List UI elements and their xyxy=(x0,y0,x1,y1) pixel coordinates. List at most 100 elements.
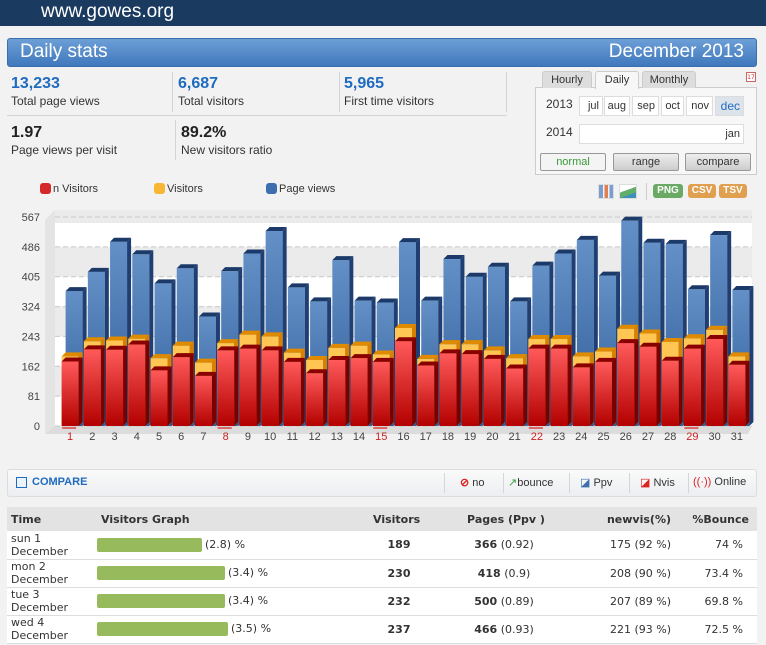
mode-range-button[interactable]: range xyxy=(613,153,679,171)
bar-new-visitors xyxy=(261,346,283,426)
pages-value: 418 xyxy=(477,566,501,580)
x-tick-label: 20 xyxy=(486,431,498,443)
cell-newvis: 207 (89 %) xyxy=(579,587,679,616)
area-chart-icon[interactable] xyxy=(619,184,637,199)
legend-visitors[interactable]: Visitors xyxy=(154,183,203,195)
bar-visitors-top xyxy=(372,350,394,355)
bar-new-visitors-side xyxy=(478,350,483,426)
visitors-pct: (3.4) % xyxy=(228,594,269,607)
col-pages[interactable]: Pages (Ppv ) xyxy=(429,507,579,531)
month-jan[interactable]: jan xyxy=(579,124,744,144)
bar-new-visitors-side xyxy=(434,361,439,426)
month-nov[interactable]: nov xyxy=(686,96,713,116)
col-bounce[interactable]: %Bounce xyxy=(679,507,757,531)
bar-page-views-side xyxy=(749,285,754,426)
visitors-pct: (3.4) % xyxy=(228,566,269,579)
legend-swatch xyxy=(40,183,51,194)
mode-normal-button[interactable]: normal xyxy=(540,153,606,171)
table-row[interactable]: sun 1 December (2.8) % 189 366 (0.92) 175 (9… xyxy=(7,531,757,560)
bar-page-views-top xyxy=(243,249,265,254)
tab-monthly[interactable]: Monthly xyxy=(642,71,696,88)
cell-visitors: 232 xyxy=(369,587,429,616)
bar-new-visitors-face xyxy=(528,348,546,426)
x-tick-label: 19 xyxy=(464,431,476,443)
bar-new-visitors-side xyxy=(189,353,194,426)
bar-new-visitors-side xyxy=(345,356,350,426)
bar-new-visitors-top xyxy=(461,350,483,355)
visitors-graph-bar xyxy=(97,594,225,608)
bar-visitors-top xyxy=(639,329,661,334)
compare-link[interactable]: COMPARE xyxy=(32,476,88,488)
col-newvis[interactable]: newvis(%) xyxy=(579,507,679,531)
month-dec[interactable]: dec xyxy=(715,96,744,116)
bar-new-visitors-face xyxy=(506,368,524,426)
bar-chart-icon[interactable] xyxy=(598,184,614,199)
cell-visitors: 237 xyxy=(369,615,429,644)
calendar-icon[interactable]: 17 xyxy=(746,72,756,82)
bar-new-visitors-face xyxy=(83,349,101,426)
bar-new-visitors xyxy=(528,344,550,426)
bar-new-visitors-top xyxy=(417,361,439,366)
divider xyxy=(629,473,630,493)
col-visitors[interactable]: Visitors xyxy=(369,507,429,531)
compare-nvis-button[interactable]: ◪ Nvis xyxy=(640,476,675,489)
bar-new-visitors-side xyxy=(123,345,128,426)
mode-compare-button[interactable]: compare xyxy=(685,153,751,171)
x-tick-label: 31 xyxy=(731,431,743,443)
legend-new-visitors[interactable]: n Visitors xyxy=(40,183,98,195)
col-time[interactable]: Time xyxy=(7,507,97,531)
legend-swatch xyxy=(266,183,277,194)
compare-bounce-button[interactable]: ↗bounce xyxy=(508,476,553,489)
export-png-button[interactable]: PNG xyxy=(653,184,683,198)
compare-no-button[interactable]: ⊘ no xyxy=(460,476,485,489)
x-tick-label: 24 xyxy=(575,431,587,443)
table-row[interactable]: tue 3 December (3.4) % 232 500 (0.89) 207 (8… xyxy=(7,587,757,616)
visitors-graph-bar xyxy=(97,622,228,636)
export-csv-button[interactable]: CSV xyxy=(688,184,716,198)
x-tick-label: 12 xyxy=(308,431,320,443)
bar-page-views-top xyxy=(443,255,465,260)
cell-time: mon 2 December xyxy=(7,559,97,588)
bar-new-visitors xyxy=(194,371,216,426)
y-tick-label: 243 xyxy=(22,331,40,343)
legend-page-views[interactable]: Page views xyxy=(266,183,335,195)
bar-page-views-top xyxy=(176,264,198,269)
month-jul[interactable]: jul xyxy=(579,96,603,116)
compare-ppv-button[interactable]: ◪ Ppv xyxy=(580,476,612,489)
bar-new-visitors-top xyxy=(595,357,617,362)
month-oct[interactable]: oct xyxy=(661,96,684,116)
bar-new-visitors-face xyxy=(728,364,746,426)
cell-visitors: 189 xyxy=(369,531,429,560)
button-label: bounce xyxy=(517,477,554,489)
bar-new-visitors-top xyxy=(683,344,705,349)
export-tsv-button[interactable]: TSV xyxy=(719,184,747,198)
month-sep[interactable]: sep xyxy=(632,96,659,116)
cell-bounce: 69.8 % xyxy=(679,587,757,616)
tab-hourly[interactable]: Hourly xyxy=(542,71,592,88)
compare-online-button[interactable]: ((·)) Online xyxy=(693,476,746,488)
bar-new-visitors-side xyxy=(656,342,661,426)
bar-page-views-top xyxy=(376,298,398,303)
bar-new-visitors-side xyxy=(545,344,550,426)
bar-new-visitors-side xyxy=(723,335,728,426)
table-row[interactable]: wed 4 December (3.5) % 237 466 (0.93) 221 (9… xyxy=(7,615,757,644)
cell-visitors: 230 xyxy=(369,559,429,588)
bar-page-views-top xyxy=(154,279,176,284)
divider xyxy=(339,72,340,112)
online-broadcast-icon: ((·)) xyxy=(693,476,712,488)
bar-new-visitors-side xyxy=(589,363,594,426)
bar-visitors-top xyxy=(528,335,550,340)
bar-new-visitors-face xyxy=(261,350,279,426)
bar-new-visitors-face xyxy=(706,339,724,426)
legend-label: n Visitors xyxy=(53,183,99,195)
month-aug[interactable]: aug xyxy=(604,96,630,116)
bar-page-views-top xyxy=(399,238,420,243)
table-row[interactable]: mon 2 December (3.4) % 230 418 (0.9) 208 (90… xyxy=(7,559,757,588)
site-name[interactable]: www.gowes.org xyxy=(41,1,175,22)
bar-new-visitors xyxy=(483,354,505,426)
bar-new-visitors xyxy=(372,357,394,426)
bar-new-visitors xyxy=(461,350,483,426)
tab-daily[interactable]: Daily xyxy=(595,71,639,89)
bar-new-visitors-top xyxy=(572,363,594,368)
y-tick-label: 567 xyxy=(22,212,40,224)
